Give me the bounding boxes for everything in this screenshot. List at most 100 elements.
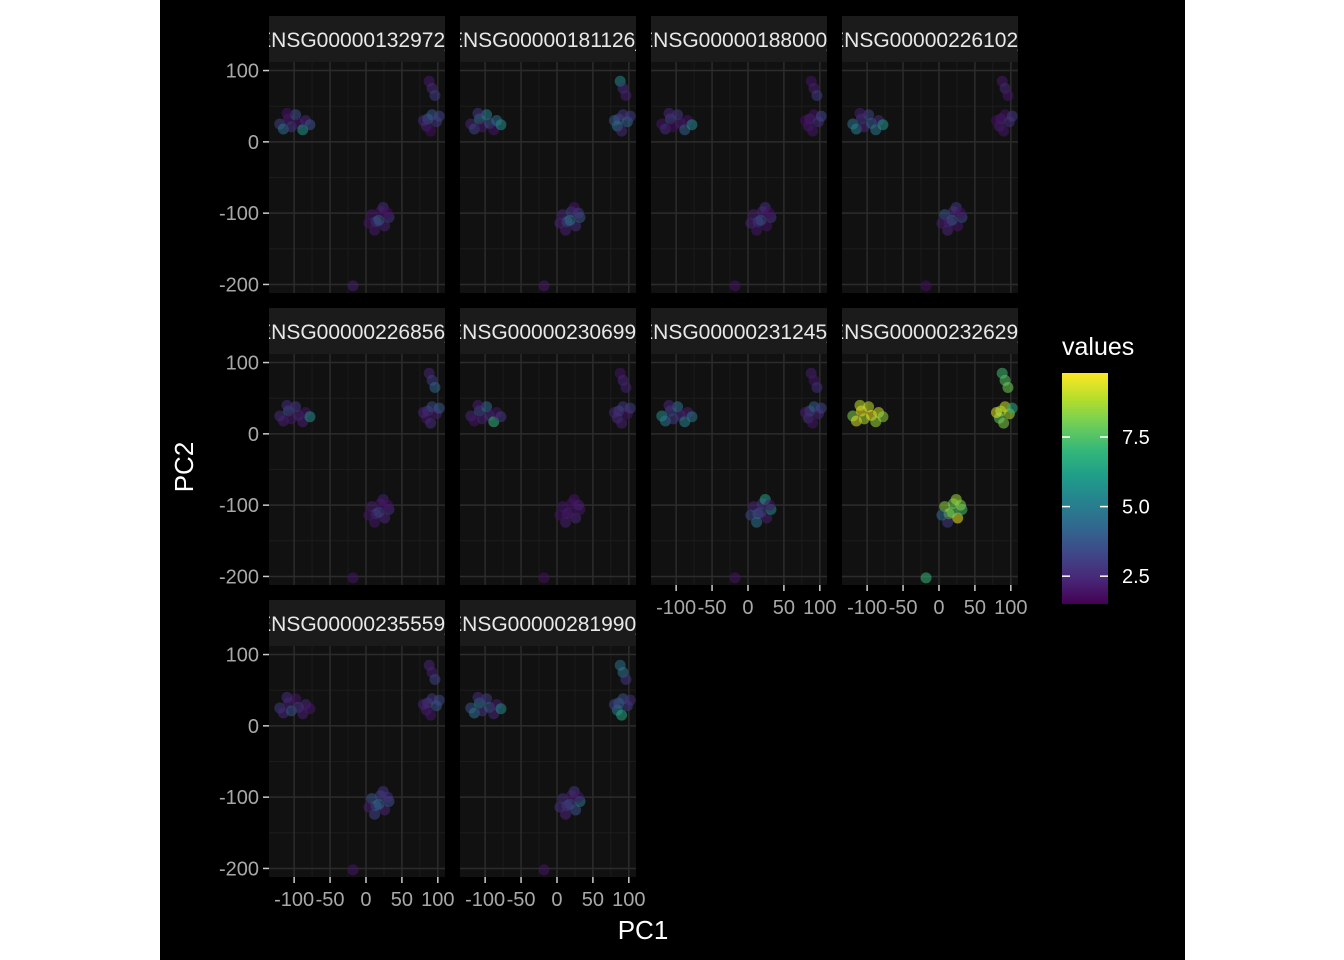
facet-strip (460, 600, 636, 646)
y-tick-label: -100 (219, 495, 259, 517)
scatter-point (554, 801, 566, 813)
scatter-point (429, 674, 441, 686)
x-tick-label: 50 (391, 889, 413, 911)
scatter-point (616, 125, 628, 137)
color-legend: values 2.5 5.0 7.5 (1062, 333, 1150, 604)
scatter-point (429, 90, 441, 102)
scatter-point (764, 207, 776, 219)
x-tick-label: -50 (507, 889, 536, 911)
x-tick-label: 0 (551, 889, 562, 911)
y-tick-label: 100 (226, 645, 259, 667)
y-tick-label: 0 (248, 424, 259, 446)
scatter-point (495, 411, 507, 423)
scatter-point (854, 399, 866, 411)
y-tick-label: -200 (219, 274, 259, 296)
scatter-point (686, 119, 698, 131)
scatter-point (807, 417, 819, 429)
scatter-point (472, 399, 484, 411)
facet-panel: ENSG00000226102_ (830, 16, 1030, 293)
facet-strip (651, 16, 827, 62)
scatter-point (620, 674, 632, 686)
scatter-point (304, 119, 316, 131)
facet-strip (269, 16, 445, 62)
scatter-point (573, 791, 585, 803)
x-tick-label: 50 (964, 597, 986, 619)
y-tick-label: 0 (248, 132, 259, 154)
scatter-point (472, 691, 484, 703)
x-tick-label: -100 (465, 889, 505, 911)
facet-strip (842, 16, 1018, 62)
scatter-point (1006, 402, 1018, 414)
scatter-point (281, 399, 293, 411)
scatter-point (936, 217, 948, 229)
scatter-point (290, 109, 302, 121)
scatter-point (608, 698, 620, 710)
scatter-point (347, 864, 359, 876)
scatter-point (624, 110, 636, 122)
scatter-point (672, 109, 684, 121)
scatter-point (554, 217, 566, 229)
x-tick-label: 0 (360, 889, 371, 911)
scatter-point (811, 90, 823, 102)
facet-strip (269, 308, 445, 354)
scatter-point (433, 110, 445, 122)
facet-strip (460, 308, 636, 354)
scatter-point (382, 207, 394, 219)
scatter-point (936, 509, 948, 521)
scatter-point (990, 406, 1002, 418)
facet-panel: ENSG00000181126_ (460, 16, 636, 293)
y-tick-label: 0 (248, 716, 259, 738)
y-tick-label: -200 (219, 566, 259, 588)
scatter-point (481, 109, 493, 121)
facet-strip-label: ENSG00000232629_ (830, 321, 1030, 344)
scatter-point (990, 114, 1002, 126)
scatter-point (815, 402, 827, 414)
scatter-point (290, 401, 302, 413)
scatter-point (764, 499, 776, 511)
scatter-point (1002, 382, 1014, 394)
scatter-point (564, 214, 576, 226)
facet-panel: ENSG00000226856_ 100 0 -100 -200 (219, 308, 445, 588)
facet-panel: ENSG00000188000_ (639, 16, 839, 293)
scatter-point (417, 114, 429, 126)
x-tick-label: -100 (274, 889, 314, 911)
scatter-point (373, 214, 385, 226)
legend-tick-label: 7.5 (1122, 427, 1150, 449)
scatter-point (495, 703, 507, 715)
scatter-point (573, 207, 585, 219)
facet-strip (842, 308, 1018, 354)
facet-strip-label: ENSG00000188000_ (639, 29, 839, 52)
legend-colorbar (1062, 373, 1108, 604)
facet-strip-label: ENSG00000132972_ (257, 29, 457, 52)
scatter-point (807, 125, 819, 137)
scatter-point (616, 417, 628, 429)
y-tick-label: -100 (219, 787, 259, 809)
scatter-point (538, 280, 550, 292)
scatter-point (663, 107, 675, 119)
scatter-point (382, 499, 394, 511)
scatter-point (663, 399, 675, 411)
scatter-point (686, 411, 698, 423)
scatter-point (624, 402, 636, 414)
scatter-point (573, 499, 585, 511)
scatter-point (811, 382, 823, 394)
scatter-point (363, 509, 375, 521)
scatter-point (564, 506, 576, 518)
scatter-point (620, 382, 632, 394)
scatter-point (281, 107, 293, 119)
scatter-point (608, 406, 620, 418)
scatter-point (608, 114, 620, 126)
scatter-point (1002, 90, 1014, 102)
y-tick-label: 100 (226, 353, 259, 375)
facet-strip-label: ENSG00000226102_ (830, 29, 1030, 52)
scatter-point (755, 214, 767, 226)
scatter-point (854, 107, 866, 119)
scatter-point (920, 280, 932, 292)
scatter-point (425, 709, 437, 721)
scatter-point (304, 411, 316, 423)
scatter-point (799, 114, 811, 126)
scatter-point (815, 110, 827, 122)
scatter-point (417, 698, 429, 710)
scatter-point (495, 119, 507, 131)
facet-strip (651, 308, 827, 354)
